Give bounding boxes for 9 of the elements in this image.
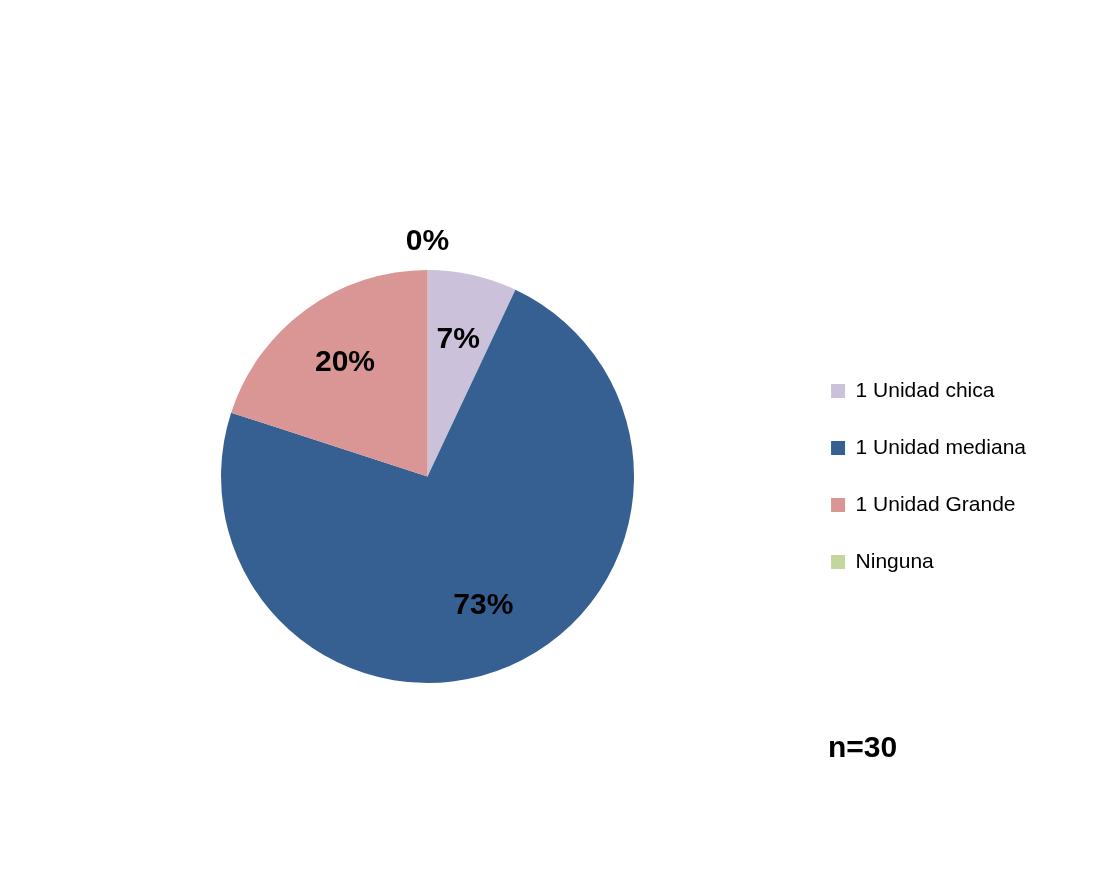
legend-label: 1 Unidad chica [855, 377, 995, 401]
legend-label: 1 Unidad Grande [855, 491, 1016, 515]
data-label: 73% [453, 586, 514, 620]
text: 0% [405, 223, 450, 257]
text: n=30 [828, 730, 898, 764]
legend-label: 1 Unidad mediana [855, 434, 1027, 458]
data-label: 7% [436, 320, 480, 354]
data-label: 20% [314, 344, 376, 378]
legend-label: Ninguna [855, 548, 935, 572]
